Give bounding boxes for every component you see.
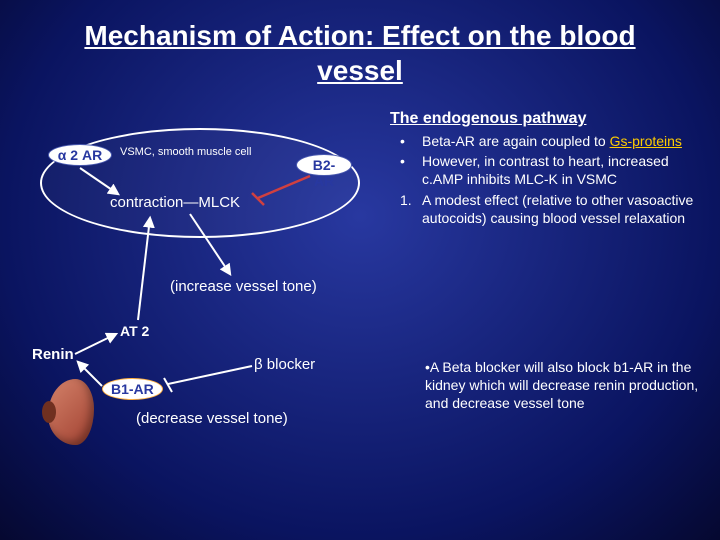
- bullet-marker: •: [400, 132, 422, 150]
- increase-tone-label: (increase vessel tone): [170, 278, 317, 295]
- alpha2-ar-receptor: α 2 AR: [48, 144, 112, 166]
- renin-label: Renin: [32, 346, 74, 363]
- slide-title: Mechanism of Action: Effect on the blood…: [0, 0, 720, 98]
- bullet-pre: Beta-AR are again coupled to: [422, 133, 610, 149]
- decrease-tone-label: (decrease vessel tone): [136, 410, 288, 427]
- bullet-2: • However, in contrast to heart, increas…: [400, 152, 700, 188]
- bullet-text: However, in contrast to heart, increased…: [422, 152, 700, 188]
- beta-blocker-note: •A Beta blocker will also block b1-AR in…: [425, 358, 705, 413]
- vsmc-label: VSMC, smooth muscle cell: [120, 146, 251, 158]
- at2-label: AT 2: [120, 323, 149, 339]
- b1-ar-receptor: Β1-AR: [102, 378, 163, 400]
- beta-blocker-label: β blocker: [254, 356, 315, 373]
- bullet-marker: 1.: [400, 191, 422, 227]
- b2-ar-receptor: Β2-AR: [296, 154, 352, 176]
- bullet-text: A modest effect (relative to other vasoa…: [422, 191, 700, 227]
- kidney-icon: [42, 373, 100, 451]
- bullet-1: • Beta-AR are again coupled to Gs-protei…: [400, 132, 700, 150]
- mlck-text: MLCK: [198, 194, 240, 211]
- bullet-3: 1. A modest effect (relative to other va…: [400, 191, 700, 227]
- gs-proteins-em: Gs-proteins: [610, 133, 682, 149]
- bullet-marker: •: [400, 152, 422, 188]
- bullet-list: • Beta-AR are again coupled to Gs-protei…: [400, 132, 700, 229]
- contraction-text: contraction: [110, 194, 183, 211]
- contraction-mlck-label: contraction—MLCK: [110, 194, 240, 211]
- diagram-area: α 2 AR Β2-AR VSMC, smooth muscle cell co…: [0, 98, 720, 528]
- endogenous-heading: The endogenous pathway: [390, 110, 586, 128]
- bullet-text: Beta-AR are again coupled to Gs-proteins: [422, 132, 700, 150]
